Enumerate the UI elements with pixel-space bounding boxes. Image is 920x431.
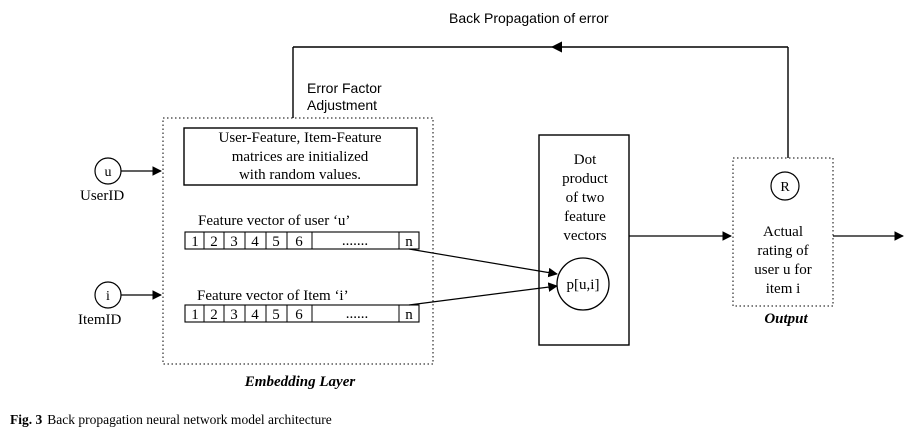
item-vector-cell-5: 5 — [272, 307, 280, 323]
item-node-symbol: i — [106, 289, 110, 304]
dot-product-line2: product — [562, 171, 609, 187]
item-vector-title: Feature vector of Item ‘i’ — [197, 288, 349, 304]
backprop-label: Back Propagation of error — [449, 10, 609, 26]
figure-caption: Fig. 3 Back propagation neural network mo… — [10, 412, 332, 427]
item-vector-cell-n: n — [405, 307, 413, 323]
embedding-layer-label: Embedding Layer — [244, 374, 356, 390]
dot-product-line3: of two — [566, 190, 605, 206]
item-vector-arrow — [408, 282, 558, 306]
caption-text: Back propagation neural network model ar… — [47, 412, 332, 427]
output-node — [770, 171, 800, 201]
user-vector-cell-2: 2 — [210, 234, 218, 250]
output-text-line3: user u for — [754, 262, 811, 278]
user-vector-cell-3: 3 — [230, 234, 238, 250]
embedding-layer-box — [162, 117, 434, 365]
user-vector-cell-5: 5 — [272, 234, 280, 250]
init-box — [183, 127, 418, 186]
error-adjust-line1: Error Factor — [307, 80, 382, 96]
dot-product-line4: feature — [564, 209, 606, 225]
init-box-line3: with random values. — [239, 167, 361, 183]
error-adjust-line2: Adjustment — [307, 97, 377, 113]
user-node-label: UserID — [80, 188, 124, 204]
user-vector-arrow — [408, 248, 558, 278]
output-text-line4: item i — [766, 281, 801, 297]
item-node-label: ItemID — [78, 312, 121, 328]
item-vector-cell-6: 6 — [295, 307, 303, 323]
caption-prefix: Fig. 3 — [10, 412, 42, 427]
item-vector-cell-2: 2 — [210, 307, 218, 323]
output-node-symbol: R — [780, 180, 790, 195]
dot-product-line1: Dot — [574, 152, 597, 168]
user-vector-cell-1: 1 — [191, 234, 199, 250]
user-vector: 1 2 3 4 5 6 ....... n — [184, 231, 420, 250]
output-text-line1: Actual — [763, 224, 803, 240]
item-vector-cell-1: 1 — [191, 307, 199, 323]
output-label: Output — [764, 311, 808, 327]
init-box-line2: matrices are initialized — [232, 149, 369, 165]
dot-product-line5: vectors — [563, 228, 606, 244]
user-vector-ellipsis: ....... — [342, 233, 368, 249]
user-vector-cell-n: n — [405, 234, 413, 250]
user-vector-title: Feature vector of user ‘u’ — [198, 213, 350, 229]
item-vector: 1 2 3 4 5 6 ...... n — [184, 304, 420, 323]
user-vector-cell-6: 6 — [295, 234, 303, 250]
item-vector-cell-3: 3 — [230, 307, 238, 323]
init-box-line1: User-Feature, Item-Feature — [219, 130, 382, 146]
item-vector-ellipsis: ...... — [346, 306, 369, 322]
user-vector-cell-4: 4 — [251, 234, 259, 250]
backprop-loop — [292, 41, 789, 158]
output-text-line2: rating of — [757, 243, 808, 259]
user-node-symbol: u — [105, 165, 112, 180]
dot-product-box — [538, 134, 630, 346]
item-vector-cell-4: 4 — [251, 307, 259, 323]
dot-product-node-label: p[u,i] — [567, 277, 600, 293]
dot-product-node — [556, 257, 610, 311]
